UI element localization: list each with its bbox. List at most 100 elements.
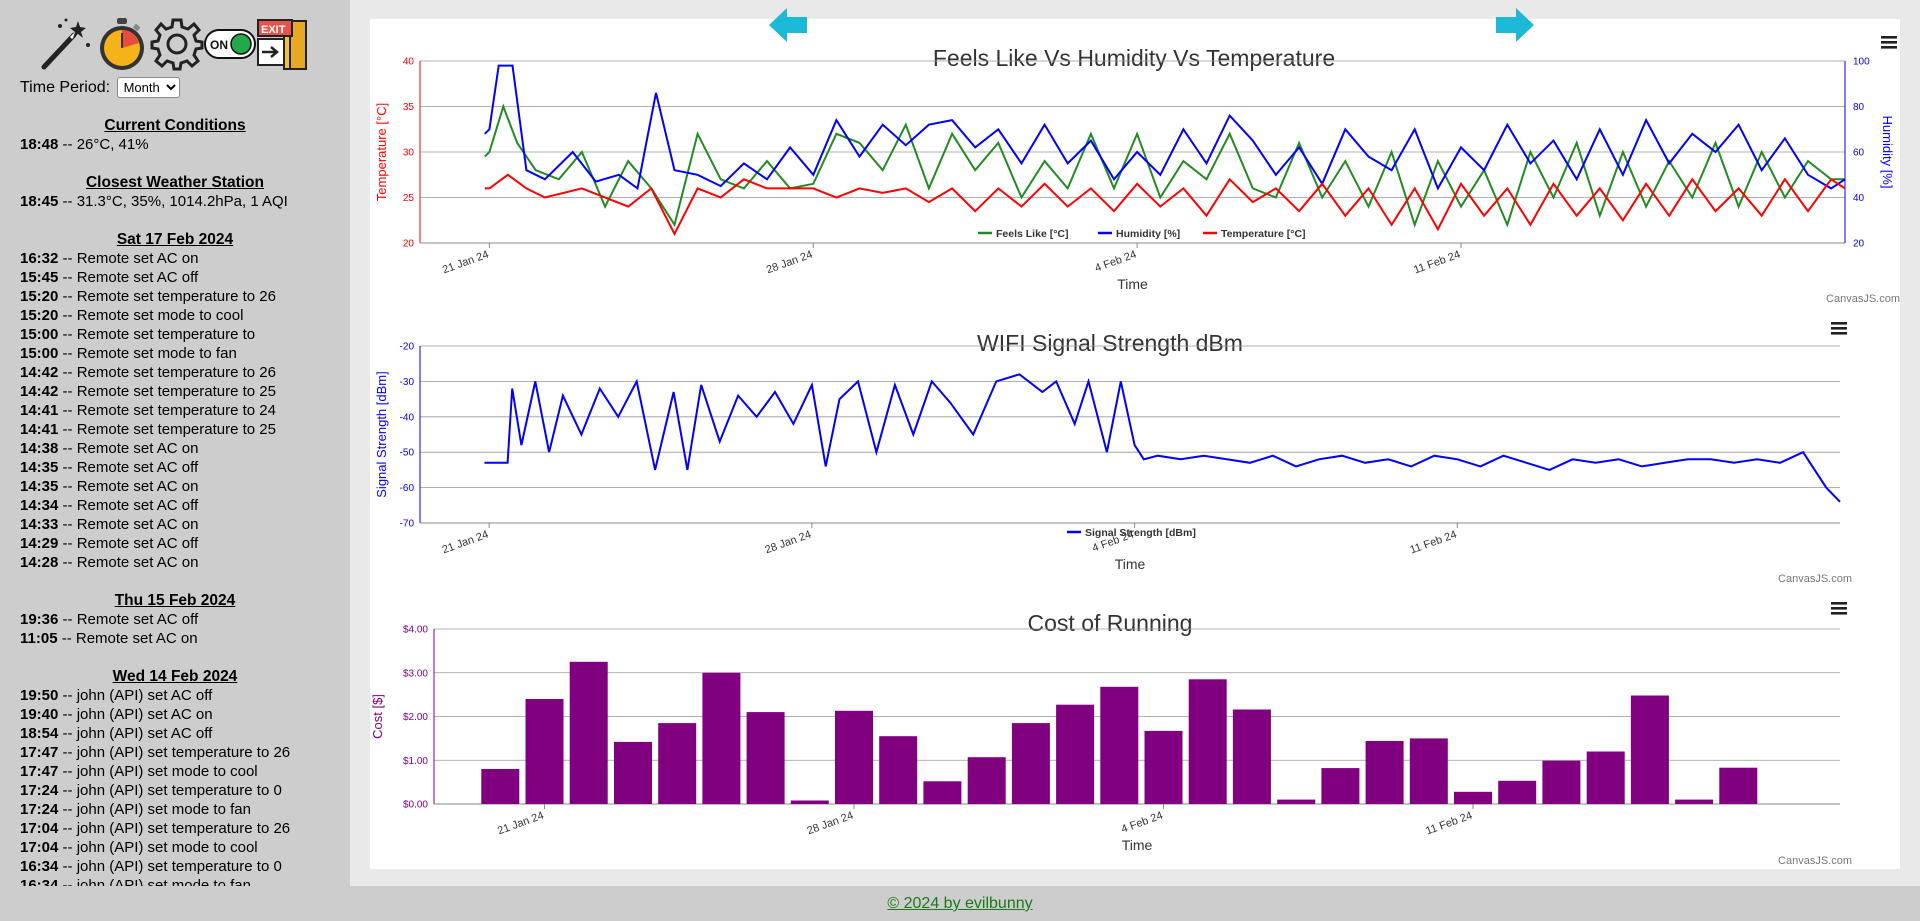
log-entry: 15:00 -- Remote set temperature to [20, 325, 330, 344]
log-entry-text: -- Remote set AC on [58, 440, 199, 457]
y-tick-label: -30 [400, 377, 415, 388]
log-entry-time: 19:40 [20, 706, 59, 723]
log-entry-time: 17:24 [20, 782, 59, 799]
cost-bar [1011, 723, 1050, 804]
cost-bar [835, 710, 873, 804]
log-entry-time: 19:36 [20, 611, 59, 628]
next-arrow-icon[interactable] [1494, 6, 1536, 44]
log-entry-time: 17:47 [20, 744, 59, 761]
chart-title: Cost of Running [1028, 610, 1193, 636]
log-entry-text: -- Remote set AC on [58, 554, 199, 571]
log-entry-text: -- Remote set AC on [58, 478, 199, 495]
log-entry-text: -- Remote set temperature to 25 [58, 421, 276, 438]
y-axis-title: Cost [$] [370, 694, 385, 739]
x-tick-label: 4 Feb 24 [1093, 249, 1138, 275]
y2-tick-label: 80 [1853, 102, 1865, 113]
x-tick-label: 11 Feb 24 [1408, 529, 1458, 557]
y-tick-label: 30 [403, 148, 415, 159]
credit-label: CanvasJS.com [1778, 573, 1852, 585]
magic-wand-icon[interactable] [38, 17, 92, 71]
log-entry-text: -- john (API) set mode to fan [58, 877, 251, 886]
y-tick-label: $4.00 [403, 625, 428, 636]
log-entry-text: -- Remote set AC off [58, 269, 199, 286]
log-entry-time: 15:20 [20, 307, 59, 324]
y-tick-label: 35 [403, 102, 415, 113]
y-tick-label: -40 [400, 412, 415, 423]
cost-bar [1056, 704, 1095, 804]
y-tick-label: -60 [400, 483, 415, 494]
cost-bar [1321, 768, 1360, 804]
cost-bar [1409, 738, 1448, 804]
y2-tick-label: 40 [1853, 193, 1865, 204]
series-line-0 [484, 103, 1845, 228]
time-period-select[interactable]: Month [116, 77, 180, 98]
log-entry-text: -- Remote set temperature to 26 [58, 364, 276, 381]
section-title: Thu 15 Feb 2024 [114, 592, 236, 609]
log-entry-time: 14:33 [20, 516, 59, 533]
chart-menu-icon[interactable] [1831, 602, 1847, 615]
log-entry-text: -- john (API) set temperature to 0 [58, 782, 282, 799]
log-entry: 18:48 -- 26°C, 41% [20, 135, 330, 154]
log-entry-text: -- Remote set temperature to 25 [58, 383, 276, 400]
log-entry: 15:20 -- Remote set mode to cool [20, 306, 330, 325]
log-entry-text: -- john (API) set AC off [58, 687, 213, 704]
gear-icon[interactable] [150, 17, 204, 71]
log-entry: 11:05 -- Remote set AC on [20, 629, 330, 648]
log-entry: 19:50 -- john (API) set AC off [20, 686, 330, 705]
log-entry-time: 11:05 [20, 630, 58, 647]
series-line-signal [484, 373, 1841, 503]
log-entry-text: -- john (API) set AC off [58, 725, 213, 742]
exit-label: EXIT [261, 24, 286, 36]
log-entry: 14:42 -- Remote set temperature to 26 [20, 363, 330, 382]
exit-door-icon[interactable]: EXIT [256, 17, 310, 73]
log-entry-time: 14:29 [20, 535, 59, 552]
series-line-2 [484, 173, 1846, 237]
log-entry-time: 17:04 [20, 839, 59, 856]
cost-bar [746, 712, 785, 804]
log-entry: 17:24 -- john (API) set mode to fan [20, 800, 330, 819]
chart-menu-icon[interactable] [1831, 322, 1847, 335]
x-tick-label: 28 Jan 24 [765, 249, 815, 277]
log-entry-text: -- john (API) set temperature to 0 [58, 858, 282, 875]
y2-tick-label: 100 [1853, 57, 1870, 68]
cost-chart: Cost of Running $0.00 $1.00 $2.00 $3.00 $4.00… [370, 602, 1852, 867]
log-entry: 14:41 -- Remote set temperature to 25 [20, 420, 330, 439]
y-tick-label: $2.00 [403, 712, 428, 723]
x-tick-label: 11 Feb 24 [1412, 249, 1462, 277]
chart-menu-icon[interactable] [1881, 36, 1897, 49]
log-entry-text: -- Remote set AC off [58, 535, 199, 552]
log-entry-time: 17:04 [20, 820, 59, 837]
y-axis-title: Signal Strength [dBm] [374, 371, 389, 497]
log-entry: 18:45 -- 31.3°C, 35%, 1014.2hPa, 1 AQI [20, 192, 330, 211]
cost-bar [658, 723, 697, 804]
timer-icon[interactable] [96, 17, 148, 71]
log-entry-time: 16:34 [20, 858, 59, 875]
log-entry: 18:54 -- john (API) set AC off [20, 724, 330, 743]
log-entry-text: -- Remote set AC off [58, 611, 199, 628]
log-entry: 17:47 -- john (API) set temperature to 2… [20, 743, 330, 762]
x-tick-label: 21 Jan 24 [441, 249, 491, 277]
y-tick-label: $3.00 [403, 668, 428, 679]
log-entry: 16:34 -- john (API) set mode to fan [20, 876, 330, 886]
y-axis-title: Temperature [°C] [374, 103, 389, 201]
time-period: Time Period: Month [20, 77, 180, 98]
x-axis-title: Time [1117, 276, 1148, 292]
x-tick-label: 11 Feb 24 [1424, 810, 1474, 838]
log-entry-text: -- john (API) set mode to cool [58, 763, 258, 780]
previous-arrow-icon[interactable] [767, 6, 809, 44]
log-entry: 14:41 -- Remote set temperature to 24 [20, 401, 330, 420]
log-entry: 17:04 -- john (API) set temperature to 2… [20, 819, 330, 838]
log-entry-text: -- john (API) set temperature to 26 [58, 744, 291, 761]
log-entry-text: -- john (API) set AC on [58, 706, 213, 723]
on-toggle-icon[interactable]: ON [204, 29, 256, 59]
feels-like-chart: Feels Like Vs Humidity Vs Temperature 20 2… [374, 36, 1900, 305]
time-period-label: Time Period: [20, 79, 111, 96]
log-entry: 15:20 -- Remote set temperature to 26 [20, 287, 330, 306]
cost-bar [1454, 791, 1492, 805]
cost-bar [1365, 741, 1404, 804]
log-entry: 19:36 -- Remote set AC off [20, 610, 330, 629]
footer-copyright-link[interactable]: © 2024 by evilbunny [887, 895, 1033, 912]
sidebar: ON EXIT Time Period: Month Current Condi… [0, 0, 350, 886]
section-title: Current Conditions [104, 117, 246, 134]
x-tick-label: 28 Jan 24 [763, 529, 813, 557]
